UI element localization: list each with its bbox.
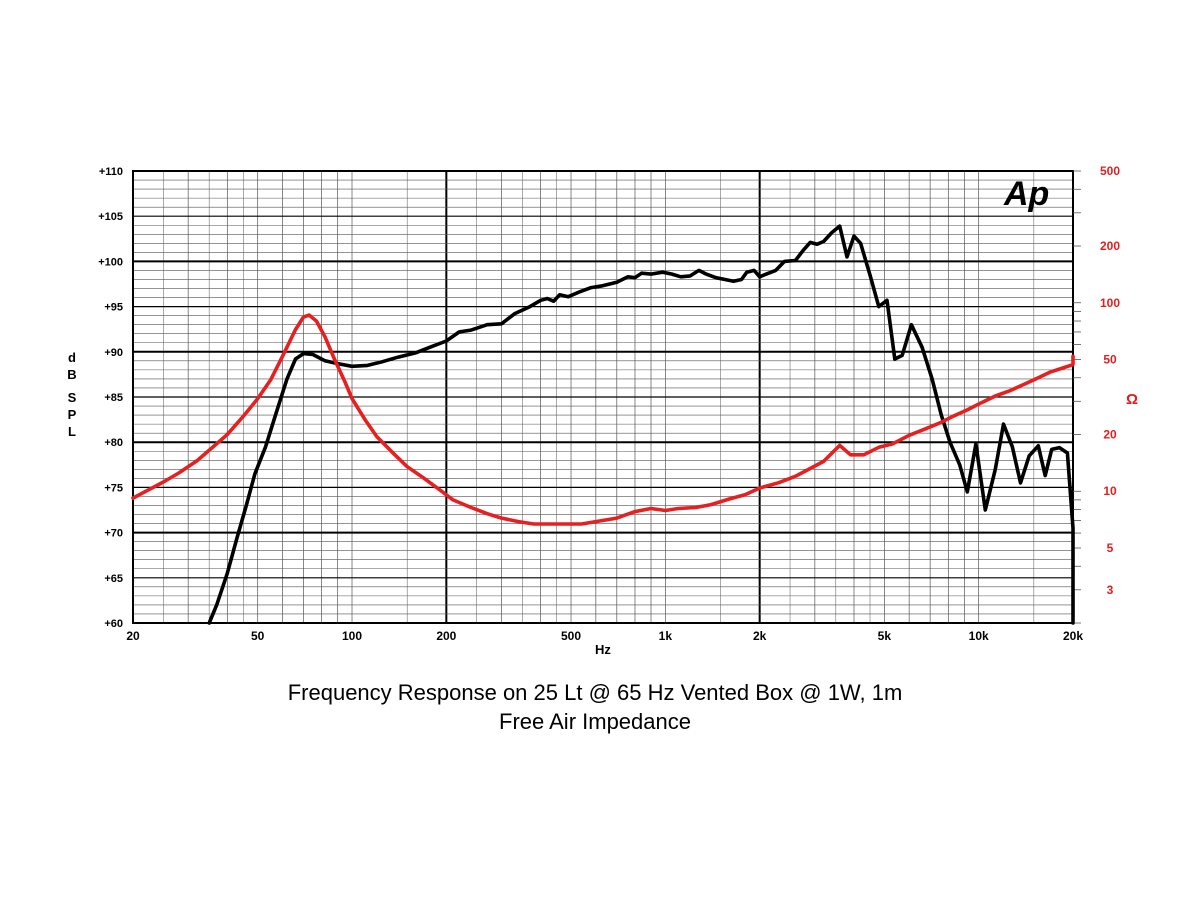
y-axis-title-letter: B: [67, 367, 76, 382]
x-tick-label: 20: [126, 629, 140, 643]
y-tick-label: +70: [104, 528, 123, 540]
y2-tick-label: 5: [1107, 541, 1114, 555]
y2-tick-label: 200: [1100, 239, 1120, 253]
y-tick-label: +105: [98, 211, 123, 223]
y2-tick-label: 500: [1100, 164, 1120, 178]
y-tick-label: +100: [98, 256, 123, 268]
y-tick-label: +65: [104, 573, 123, 585]
y-axis-title-letter: P: [68, 407, 77, 422]
x-tick-label: 100: [342, 629, 362, 643]
x-tick-label: 500: [561, 629, 581, 643]
y2-tick-label: 20: [1103, 428, 1117, 442]
y-axis-title-letter: S: [68, 390, 77, 405]
y2-axis-title: Ω: [1126, 391, 1138, 408]
x-tick-label: 5k: [878, 629, 892, 643]
spl-curve: [207, 224, 1075, 625]
x-axis-ticks: 20 50 100 200 500 1k 2k 5k 10k 20k: [126, 629, 1083, 643]
chart-grid: [132, 170, 1074, 624]
y-axis-title-letter: L: [68, 424, 76, 439]
chart-caption-line-2: Free Air Impedance: [499, 709, 691, 734]
x-tick-label: 10k: [969, 629, 989, 643]
impedance-curve: [131, 313, 1075, 526]
ap-logo: Ap: [1003, 175, 1049, 213]
axis-titles: Hzd BS P LΩ: [67, 350, 1138, 657]
x-tick-label: 1k: [659, 629, 673, 643]
ap-logo-text: Ap: [1003, 175, 1049, 213]
y-tick-label: +80: [104, 437, 123, 449]
y-tick-label: +85: [104, 392, 123, 404]
y2-tick-label: 100: [1100, 296, 1120, 310]
y-tick-label: +75: [104, 482, 123, 494]
x-tick-label: 2k: [753, 629, 767, 643]
x-tick-label: 20k: [1063, 629, 1083, 643]
right-axis-ticks: 3 5 10 20 50 100 200 500: [1073, 164, 1120, 624]
x-axis-title: Hz: [595, 642, 611, 657]
y2-tick-label: 3: [1107, 583, 1114, 597]
y-axis-title-letter: d: [68, 350, 76, 365]
x-tick-label: 200: [436, 629, 456, 643]
x-tick-label: 50: [251, 629, 265, 643]
y-tick-label: +110: [99, 166, 123, 178]
plot-frame: [132, 170, 1074, 624]
y2-tick-label: 50: [1103, 352, 1117, 366]
left-axis-ticks: +60 +65 +70 +75 +80 +85 +90 +95 +100 +105 +110: [98, 166, 123, 630]
y-tick-label: +90: [104, 347, 123, 359]
y2-tick-label: 10: [1103, 484, 1117, 498]
chart-caption-line-1: Frequency Response on 25 Lt @ 65 Hz Vent…: [287, 680, 903, 705]
chart-series: [131, 224, 1075, 625]
y-tick-label: +95: [104, 302, 123, 314]
y-tick-label: +60: [104, 618, 123, 630]
